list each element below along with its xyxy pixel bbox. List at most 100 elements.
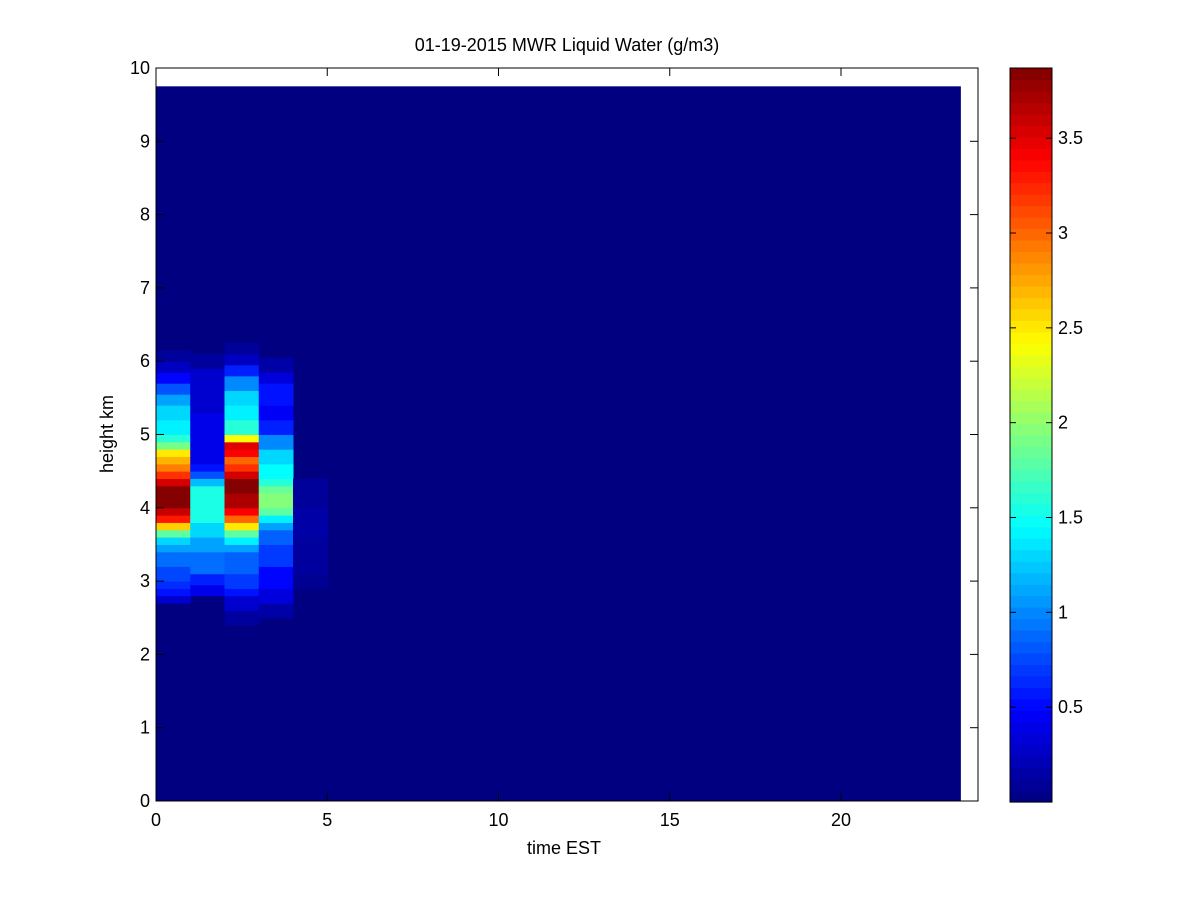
heatmap-cell [258, 485, 294, 494]
colorbar-band [1010, 102, 1052, 115]
colorbar-band [1010, 343, 1052, 356]
colorbar-band [1010, 515, 1052, 528]
heatmap-cell [190, 368, 225, 414]
colorbar-band [1010, 125, 1052, 138]
heatmap-cell [258, 544, 294, 567]
colorbar-band [1010, 331, 1052, 344]
colorbar-band [1010, 171, 1052, 184]
colorbar-band [1010, 526, 1052, 539]
y-tick-label: 5 [140, 425, 150, 445]
y-tick-label: 10 [130, 58, 150, 78]
colorbar-band [1010, 584, 1052, 597]
heatmap-cell [293, 478, 328, 509]
colorbar-band [1010, 779, 1052, 792]
heatmap-cell [190, 478, 225, 487]
colorbar-band [1010, 790, 1052, 803]
colorbar-band [1010, 607, 1052, 620]
colorbar-band [1010, 721, 1052, 734]
heatmap-cell [156, 449, 191, 457]
y-tick-label: 1 [140, 718, 150, 738]
heatmap-cell [156, 434, 191, 443]
y-tick-label: 4 [140, 498, 150, 518]
heatmap-cell [156, 529, 191, 538]
colorbar: 0.5 1 1.5 2 2.5 3 3.5 [1009, 67, 1083, 803]
colorbar-band [1010, 687, 1052, 700]
colorbar-band [1010, 320, 1052, 333]
colorbar-band [1010, 148, 1052, 161]
y-tick-label: 2 [140, 644, 150, 664]
colorbar-band [1010, 756, 1052, 769]
colorbar-band [1010, 113, 1052, 126]
colorbar-band [1010, 377, 1052, 390]
heatmap-cell [224, 478, 260, 494]
heatmap-cell [258, 603, 294, 619]
heatmap-cell [156, 471, 191, 479]
heatmap-cell [224, 595, 260, 611]
heatmap-cell [224, 405, 260, 421]
y-axis-label: height km [97, 395, 117, 473]
heatmap-cell [224, 471, 260, 479]
colorbar-band [1010, 664, 1052, 677]
colorbar-band [1010, 641, 1052, 654]
colorbar-band [1010, 767, 1052, 780]
heatmap-cell [224, 522, 260, 531]
heatmap-cell [156, 350, 191, 362]
x-tick-label: 10 [488, 810, 508, 830]
heatmap-cell [293, 507, 328, 538]
colorbar-band [1010, 572, 1052, 585]
heatmap-cell [224, 493, 260, 509]
heatmap-cell [156, 405, 191, 421]
heatmap-cell [224, 375, 260, 392]
heatmap-cell [224, 390, 260, 406]
heatmap-cell [156, 551, 191, 567]
heatmap-cell [190, 573, 225, 586]
colorbar-band [1010, 412, 1052, 425]
colorbar-band [1010, 159, 1052, 172]
colorbar-band [1010, 469, 1052, 482]
colorbar-band [1010, 652, 1052, 665]
heatmap-cell [156, 478, 191, 487]
colorbar-band [1010, 733, 1052, 746]
heatmap-cell [156, 372, 191, 384]
heatmap-cell [224, 353, 260, 366]
heatmap-cell [156, 361, 191, 373]
heatmap-cell [190, 353, 225, 370]
colorbar-band [1010, 228, 1052, 241]
heatmap-cell [156, 463, 191, 472]
heatmap-cell [258, 522, 294, 531]
heatmap-cell [258, 357, 294, 373]
colorbar-band [1010, 389, 1052, 402]
heatmap-cell [224, 449, 260, 457]
heatmap-cell [258, 383, 294, 406]
colorbar-band [1010, 744, 1052, 757]
heatmap-cell [224, 573, 260, 589]
y-tick-label: 6 [140, 351, 150, 371]
colorbar-band [1010, 503, 1052, 516]
heatmap-cell [224, 544, 260, 553]
heatmap-cell [224, 342, 260, 355]
heatmap-cell [224, 551, 260, 575]
x-axis: 0 5 10 15 20 [151, 68, 851, 830]
heatmap-cell [156, 522, 191, 531]
colorbar-band [1010, 285, 1052, 298]
heatmap-cell [156, 537, 191, 545]
y-tick-label: 7 [140, 278, 150, 298]
heatmap-cell [156, 507, 191, 516]
colorbar-tick-label: 0.5 [1058, 697, 1083, 717]
colorbar-band [1010, 90, 1052, 104]
colorbar-band [1010, 538, 1052, 551]
colorbar-tick-label: 2 [1058, 413, 1068, 433]
x-tick-label: 15 [660, 810, 680, 830]
heatmap-cell [156, 383, 191, 395]
colorbar-band [1010, 240, 1052, 253]
heatmap-cell [156, 419, 191, 435]
y-tick-label: 9 [140, 131, 150, 151]
colorbar-band [1010, 480, 1052, 493]
colorbar-band [1010, 618, 1052, 631]
heatmap-cell [258, 588, 294, 604]
heatmap-cell [258, 493, 294, 509]
colorbar-band [1010, 251, 1052, 264]
heatmap-cell [224, 529, 260, 538]
heatmap-cell [258, 449, 294, 465]
